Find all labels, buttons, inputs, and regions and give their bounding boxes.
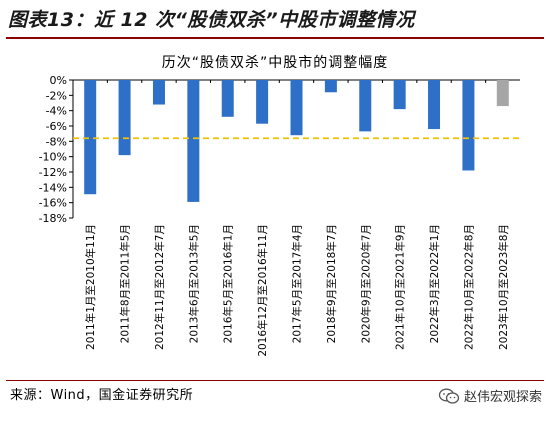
x-tick-label: 2016年5月至2016年1月 bbox=[222, 224, 235, 343]
bar bbox=[428, 80, 441, 130]
y-tick-label: -12% bbox=[39, 166, 67, 179]
watermark-text: 赵伟宏观探索 bbox=[463, 390, 542, 405]
bar bbox=[256, 80, 269, 124]
wechat-icon bbox=[438, 388, 460, 404]
y-tick-label: -4% bbox=[46, 105, 67, 118]
x-tick-label: 2020年9月至2020年7月 bbox=[359, 224, 372, 343]
bar bbox=[118, 80, 131, 156]
bar-chart: 0% -2% -4% -6% -8% -10% -12% -14% -16% -18% 2011年1… bbox=[39, 74, 520, 357]
y-tick-label: -18% bbox=[39, 212, 67, 225]
x-tick-label: 2011年1月至2010年11月 bbox=[84, 224, 97, 350]
x-tick-label: 2012年11月至2012年7月 bbox=[153, 224, 166, 350]
bar bbox=[324, 80, 337, 93]
y-tick-label: -10% bbox=[39, 151, 67, 164]
bar bbox=[462, 80, 475, 171]
bar bbox=[393, 80, 406, 110]
x-tick-label: 2016年12月至2016年11月 bbox=[256, 224, 269, 357]
x-tick-label: 2013年6月至2013年5月 bbox=[187, 224, 200, 343]
y-tick-label: -14% bbox=[39, 181, 67, 194]
bar bbox=[496, 80, 509, 107]
y-tick-label: 0% bbox=[50, 74, 67, 87]
source-note: 来源：Wind，国金证券研究所 bbox=[10, 388, 194, 403]
x-tick-label: 2021年10月至2021年9月 bbox=[394, 224, 407, 350]
x-tick-label: 2018年9月至2018年7月 bbox=[325, 224, 338, 343]
x-tick-label: 2017年5月至2017年4月 bbox=[291, 224, 304, 343]
y-tick-label: -16% bbox=[39, 197, 67, 210]
x-tick-label: 2022年3月至2022年1月 bbox=[428, 224, 441, 343]
y-tick-label: -2% bbox=[46, 89, 67, 102]
figure-title: 图表13：近 12 次“股债双杀”中股市调整情况 bbox=[8, 9, 415, 31]
bar bbox=[187, 80, 200, 202]
y-tick-label: -8% bbox=[46, 135, 67, 148]
watermark: 赵伟宏观探索 bbox=[438, 386, 542, 405]
bar bbox=[359, 80, 372, 132]
footer-divider bbox=[6, 380, 544, 381]
title-divider bbox=[6, 37, 544, 39]
chart-title: 历次“股债双杀”中股市的调整幅度 bbox=[161, 55, 389, 71]
bar bbox=[152, 80, 165, 105]
x-tick-label: 2011年8月至2011年5月 bbox=[119, 224, 132, 343]
bar bbox=[221, 80, 234, 117]
x-tick-label: 2023年10月至2023年8月 bbox=[497, 224, 510, 350]
y-tick-label: -6% bbox=[46, 120, 67, 133]
bar bbox=[290, 80, 303, 136]
bar bbox=[84, 80, 97, 195]
x-tick-label: 2022年10月至2022年8月 bbox=[462, 224, 475, 350]
